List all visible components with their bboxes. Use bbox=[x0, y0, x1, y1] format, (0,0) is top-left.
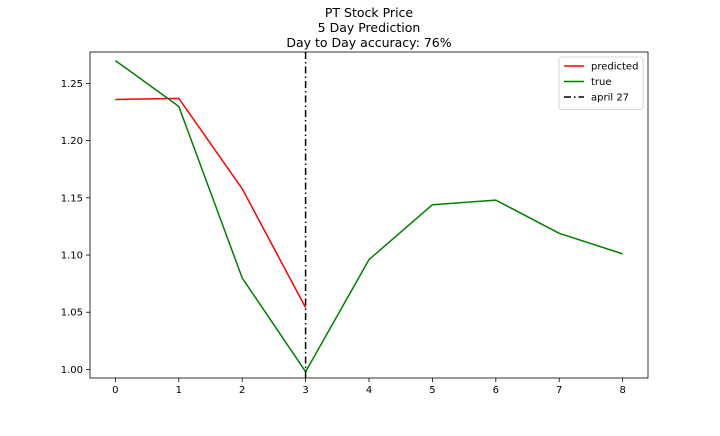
title-line: 5 Day Prediction bbox=[318, 20, 421, 35]
x-tick-label: 5 bbox=[429, 385, 435, 396]
y-tick-label: 1.05 bbox=[61, 308, 83, 319]
x-tick-label: 0 bbox=[112, 385, 118, 396]
x-tick-label: 6 bbox=[493, 385, 499, 396]
y-tick-label: 1.10 bbox=[61, 251, 83, 262]
x-tick-label: 2 bbox=[239, 385, 245, 396]
y-tick-label: 1.25 bbox=[61, 79, 83, 90]
axes-frame bbox=[89, 51, 649, 379]
x-tick-label: 4 bbox=[366, 385, 372, 396]
legend-label: predicted bbox=[591, 62, 638, 73]
legend-label: true bbox=[591, 77, 612, 88]
plot-area: 0 1 2 3 4 5 6 7 8 1.00 1.05 1.10 1.15 1.20 1.25 bbox=[61, 51, 649, 396]
x-tick-label: 1 bbox=[176, 385, 182, 396]
legend-label: april 27 bbox=[591, 93, 629, 104]
x-tick-label: 3 bbox=[302, 385, 308, 396]
legend: predicted true april 27 bbox=[558, 56, 644, 110]
x-tick-label: 8 bbox=[619, 385, 625, 396]
y-tick-label: 1.00 bbox=[61, 365, 83, 376]
series-line-true bbox=[114, 59, 623, 373]
y-tick-label: 1.20 bbox=[61, 136, 83, 147]
x-tick-label: 7 bbox=[556, 385, 562, 396]
title-line: PT Stock Price bbox=[325, 5, 414, 20]
y-tick-label: 1.15 bbox=[61, 193, 83, 204]
series-line-predicted bbox=[115, 97, 307, 309]
title-line: Day to Day accuracy: 76% bbox=[286, 35, 451, 50]
